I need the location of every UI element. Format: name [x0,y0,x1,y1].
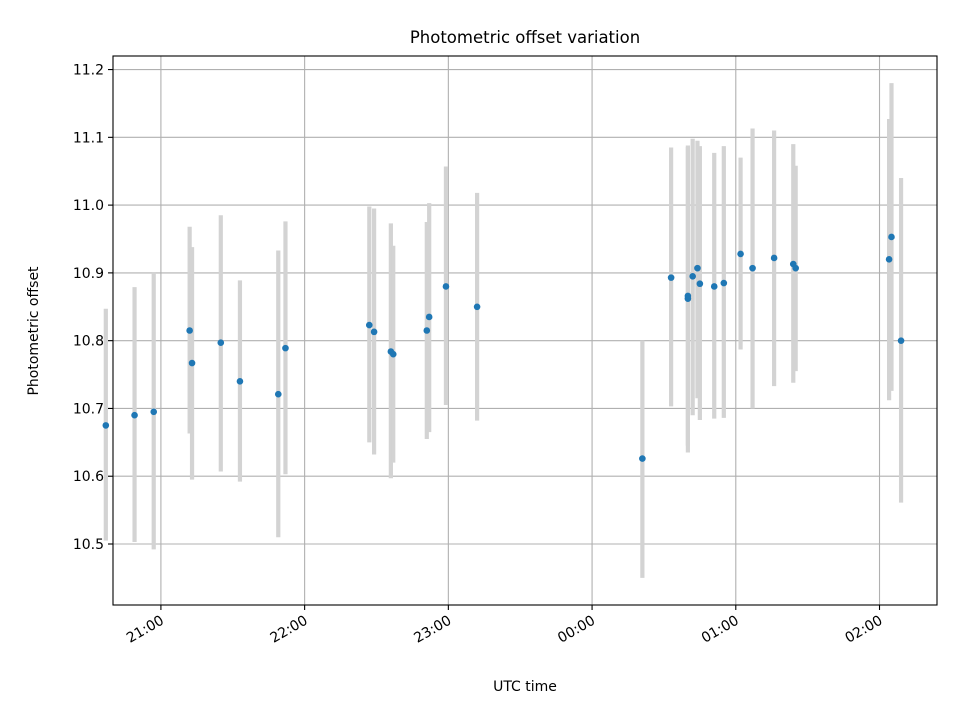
data-point [720,279,728,287]
data-point [667,274,675,281]
y-tick-label: 11.1 [73,130,104,146]
y-tick-label: 10.6 [73,469,104,485]
data-point [749,264,756,272]
y-tick-label: 11.0 [73,198,104,214]
point-layer [102,233,905,462]
data-point [710,283,718,290]
y-tick-label: 10.9 [73,266,104,282]
y-tick-label: 10.8 [73,334,104,350]
chart-title: Photometric offset variation [410,28,640,47]
data-point [737,250,744,258]
grid-layer [113,56,937,605]
data-point [188,359,196,367]
data-point [897,337,905,344]
data-point [689,272,696,280]
data-point [102,422,110,429]
data-point [150,408,158,416]
data-point [425,313,433,321]
data-point [684,292,692,300]
plot-area [113,56,937,605]
data-point [473,303,481,311]
data-point [423,327,431,334]
data-point [282,344,289,352]
data-point [370,328,378,336]
x-axis-label: UTC time [493,679,557,695]
data-point [770,254,778,262]
y-axis-label: Photometric offset [26,266,42,396]
data-point [885,256,893,263]
data-point [274,390,282,398]
axes-frame [112,55,938,606]
data-point [366,321,373,329]
data-point [888,233,895,241]
y-tick-label: 10.7 [73,401,104,417]
data-point [131,411,138,419]
data-point [217,339,225,347]
y-tick-label: 11.2 [73,63,104,79]
data-point [792,264,799,272]
data-point [389,350,397,358]
data-point [639,455,646,462]
data-point [696,280,704,288]
data-point [186,327,193,334]
data-point [236,378,244,385]
y-tick-label: 10.5 [73,537,104,553]
data-point [442,283,450,290]
data-point [694,264,701,272]
